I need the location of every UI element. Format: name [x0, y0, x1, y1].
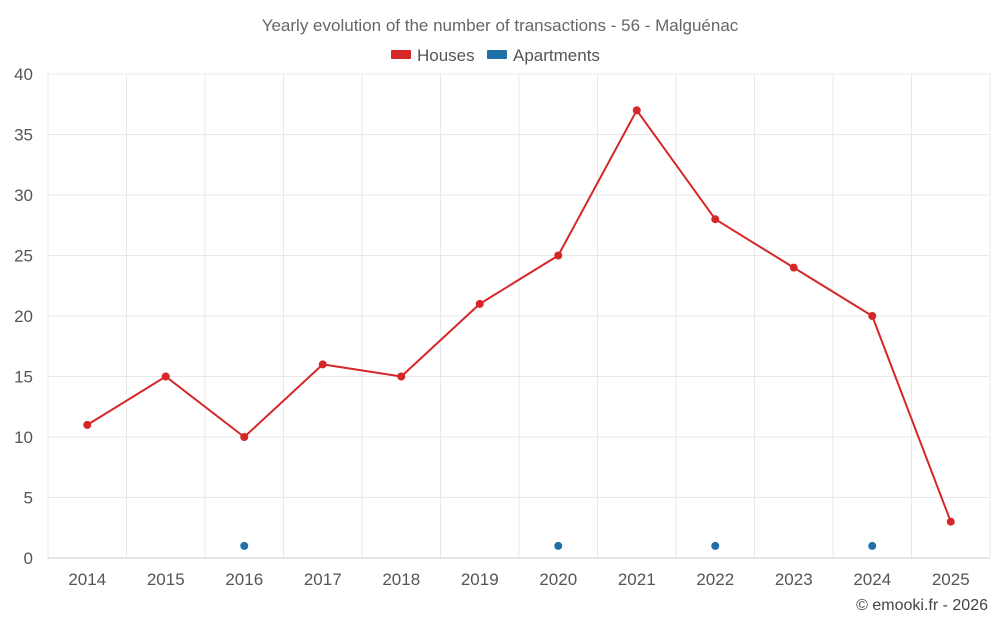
legend-item-apartments[interactable]: Apartments — [487, 46, 600, 65]
x-tick-label: 2020 — [539, 570, 577, 589]
series-houses — [83, 106, 955, 526]
data-point-houses[interactable] — [161, 372, 170, 381]
data-point-apartments[interactable] — [240, 541, 249, 550]
y-tick-label: 40 — [14, 65, 33, 84]
data-point-houses[interactable] — [632, 106, 641, 115]
x-tick-label: 2023 — [775, 570, 813, 589]
series-apartments — [240, 541, 877, 550]
x-tick-label: 2025 — [932, 570, 970, 589]
chart-title: Yearly evolution of the number of transa… — [262, 16, 739, 35]
data-point-houses[interactable] — [554, 251, 563, 260]
legend-label-apartments: Apartments — [513, 46, 600, 65]
x-tick-label: 2019 — [461, 570, 499, 589]
y-tick-label: 30 — [14, 186, 33, 205]
data-point-apartments[interactable] — [554, 541, 563, 550]
y-tick-label: 5 — [24, 489, 33, 508]
data-point-houses[interactable] — [868, 312, 877, 320]
legend: Houses Apartments — [391, 46, 600, 65]
y-tick-label: 35 — [14, 126, 33, 145]
data-point-houses[interactable] — [83, 420, 92, 429]
data-point-houses[interactable] — [318, 360, 327, 369]
series — [83, 106, 955, 550]
y-axis-ticks: 0 5 10 15 20 25 30 35 40 — [14, 65, 33, 568]
legend-swatch-houses — [391, 50, 411, 59]
data-point-apartments[interactable] — [711, 541, 720, 550]
data-point-houses[interactable] — [475, 299, 484, 308]
data-point-houses[interactable] — [397, 372, 406, 381]
data-point-houses[interactable] — [946, 517, 955, 526]
credit-text: © emooki.fr - 2026 — [856, 597, 988, 614]
legend-item-houses[interactable]: Houses — [391, 46, 475, 65]
data-point-houses[interactable] — [789, 263, 798, 272]
x-tick-label: 2015 — [147, 570, 185, 589]
y-tick-label: 10 — [14, 428, 33, 447]
x-tick-label: 2014 — [68, 570, 106, 589]
x-tick-label: 2024 — [853, 570, 891, 589]
x-tick-label: 2018 — [382, 570, 420, 589]
x-tick-label: 2017 — [304, 570, 342, 589]
x-tick-label: 2021 — [618, 570, 656, 589]
data-point-houses[interactable] — [711, 215, 720, 224]
x-axis-ticks: 2014 2015 2016 2017 2018 2019 2020 2021 2022 2023… — [68, 570, 969, 589]
data-point-houses[interactable] — [240, 433, 249, 441]
y-tick-label: 20 — [14, 307, 33, 326]
y-tick-label: 0 — [24, 549, 33, 568]
grid — [47, 73, 991, 558]
legend-swatch-apartments — [487, 50, 507, 59]
data-point-apartments[interactable] — [868, 541, 877, 550]
y-tick-label: 25 — [14, 247, 33, 266]
series-line-houses — [86, 109, 952, 523]
legend-label-houses: Houses — [417, 46, 475, 65]
y-tick-label: 15 — [14, 368, 33, 387]
x-tick-label: 2022 — [696, 570, 734, 589]
x-tick-label: 2016 — [225, 570, 263, 589]
